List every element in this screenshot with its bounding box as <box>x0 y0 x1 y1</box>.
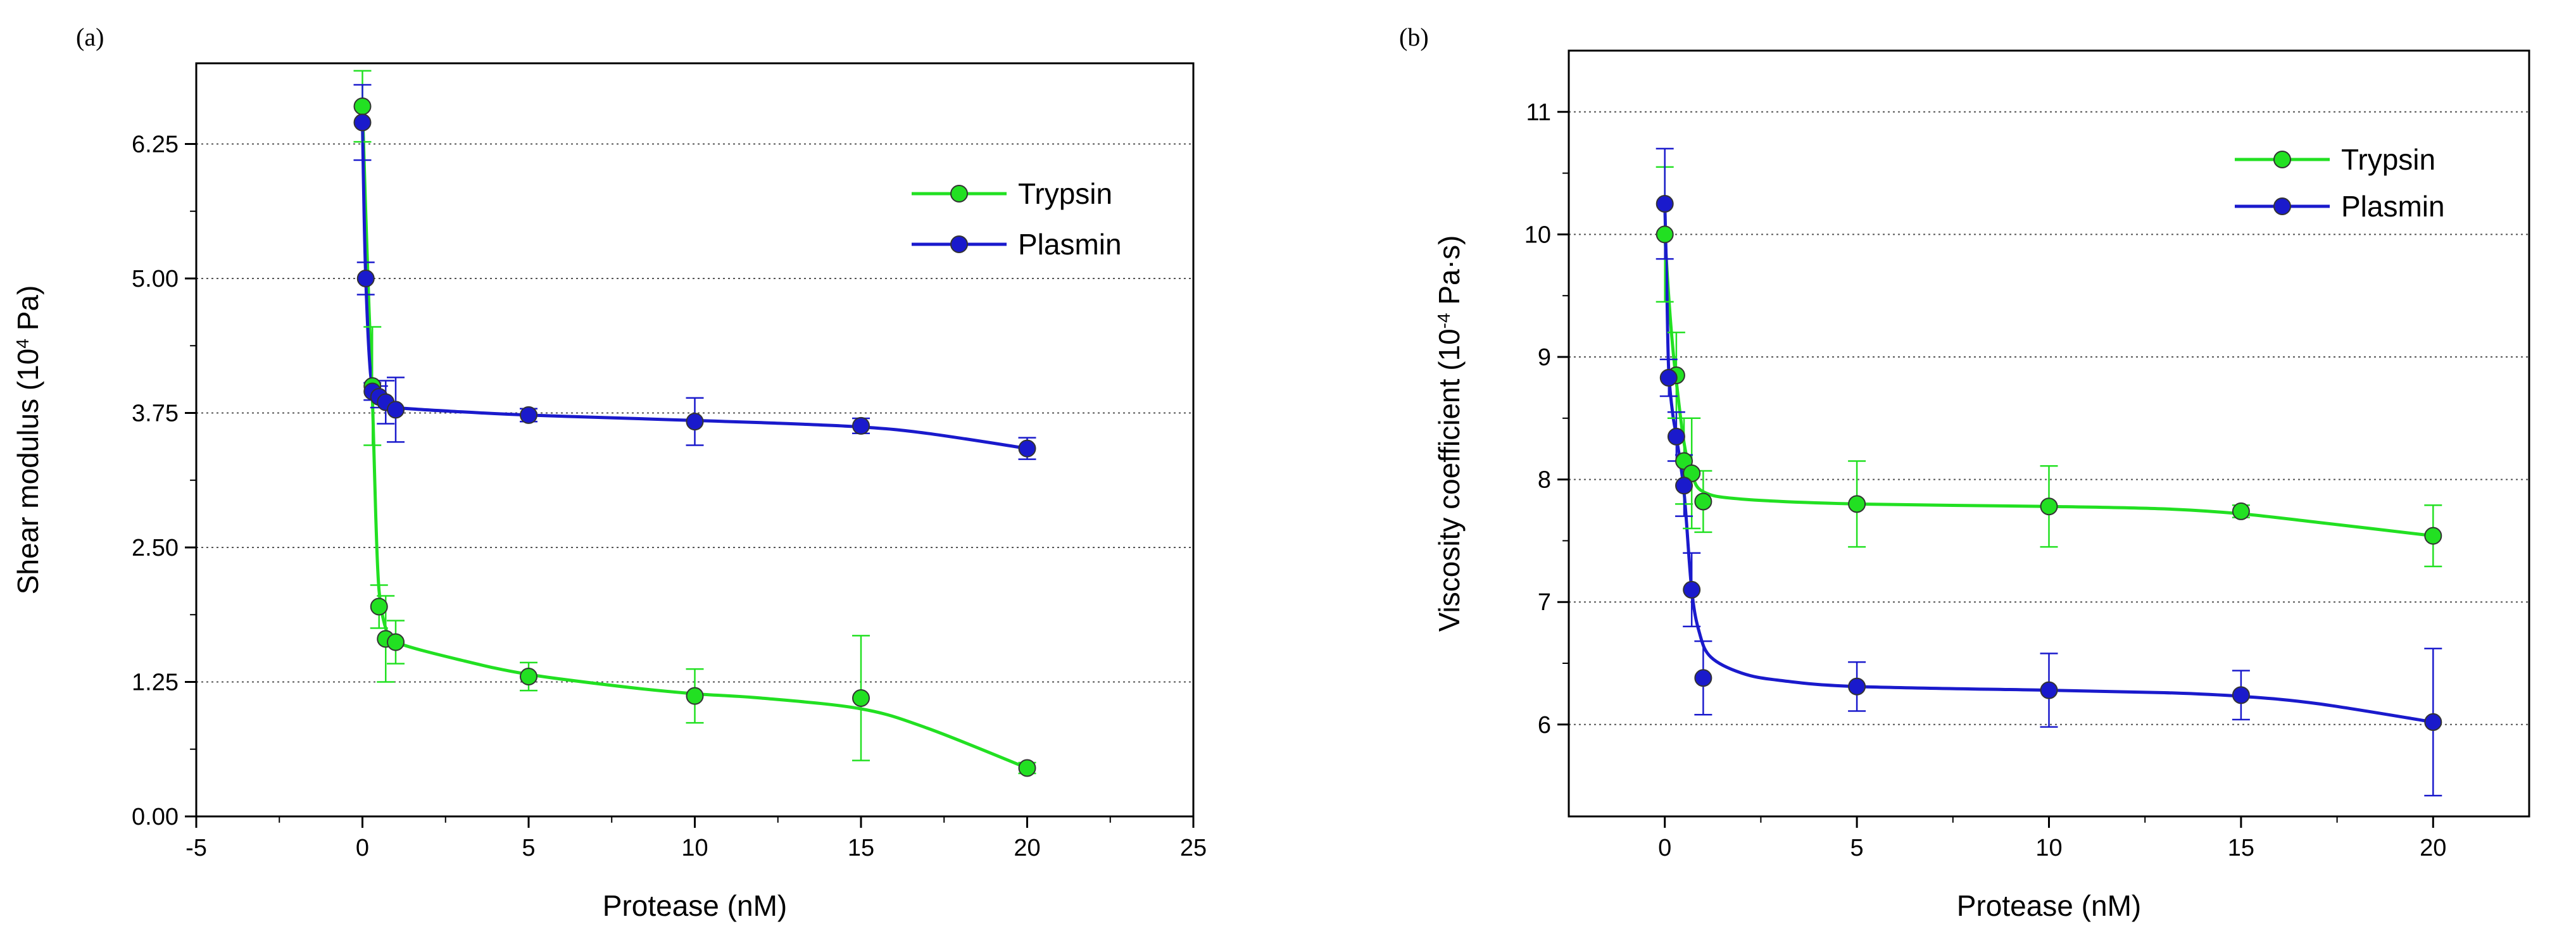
plasmin-data-point <box>2424 713 2442 731</box>
y-tick-label: 8 <box>1538 467 1551 494</box>
trypsin-data-point <box>1656 225 1674 244</box>
panel-a-gridlines <box>196 143 1193 683</box>
plasmin-data-point <box>686 413 704 431</box>
x-tick-label: 25 <box>1180 835 1207 861</box>
trypsin-data-point <box>1848 495 1866 513</box>
plasmin-data-point <box>387 401 405 419</box>
x-tick-label: 5 <box>1850 835 1864 861</box>
plasmin-data-point <box>1018 439 1036 458</box>
x-tick-label: 20 <box>2420 835 2446 861</box>
panel-a-y-axis-label: Shear modulus (104 Pa) <box>11 285 44 595</box>
x-tick-label: 20 <box>1014 835 1040 861</box>
panel-b-y-axis-label: Viscosity coefficient (10-4 Pa·s) <box>1433 235 1466 632</box>
plasmin-data-point <box>356 270 375 287</box>
y-tick-label: 0.00 <box>132 804 179 830</box>
legend-trypsin-marker <box>950 185 968 203</box>
panel-a: (a) -5 0 5 10 15 20 25 0.00 1.25 2.50 3.75 5.00 6.2… <box>11 23 1207 922</box>
plasmin-data-point <box>520 406 537 424</box>
panel-b-data-points <box>1656 195 2442 731</box>
panel-b-label: (b) <box>1399 23 1429 51</box>
panel-b-x-axis-label: Protease (nM) <box>1957 889 2141 922</box>
x-tick-label: 10 <box>681 835 708 861</box>
panel-a-y-ticks: 0.00 1.25 2.50 3.75 5.00 6.25 <box>132 132 196 830</box>
plasmin-data-point <box>1656 195 1674 213</box>
trypsin-data-point <box>370 597 388 616</box>
plasmin-data-point <box>1683 580 1701 599</box>
legend-plasmin-marker <box>950 235 968 253</box>
plasmin-data-point <box>1694 669 1712 687</box>
x-tick-label: 15 <box>2228 835 2254 861</box>
plasmin-data-point <box>1848 677 1866 696</box>
plasmin-fit-curve <box>361 122 1027 451</box>
y-tick-label: 1.25 <box>132 670 179 696</box>
panel-b-gridlines <box>1569 111 2529 725</box>
trypsin-data-point <box>1694 492 1712 511</box>
trypsin-data-point <box>852 689 870 707</box>
y-tick-label: 6 <box>1538 712 1551 739</box>
panel-a-x-axis-label: Protease (nM) <box>603 889 787 922</box>
panel-a-legend: Trypsin Plasmin <box>912 177 1122 261</box>
x-tick-label: 0 <box>1658 835 1671 861</box>
legend-plasmin-label: Plasmin <box>2341 190 2445 223</box>
plasmin-data-point <box>852 416 870 435</box>
panel-b-x-ticks: 0 5 10 15 20 <box>1658 816 2446 861</box>
x-tick-label: 5 <box>522 835 535 861</box>
y-tick-label: 10 <box>1524 222 1551 248</box>
y-tick-label: 11 <box>1526 99 1551 126</box>
x-tick-label: 10 <box>2035 835 2062 861</box>
trypsin-data-point <box>387 633 405 651</box>
panel-a-data-points <box>353 97 1036 777</box>
plasmin-data-point <box>1675 477 1693 495</box>
legend-plasmin-label: Plasmin <box>1018 228 1122 261</box>
x-tick-label: 0 <box>356 835 369 861</box>
y-tick-label: 3.75 <box>132 401 179 427</box>
x-tick-label: -5 <box>185 835 207 861</box>
panel-b: (b) 0 5 10 15 20 6 7 8 9 10 11 Trypsin Plasmin Pro… <box>1399 23 2530 922</box>
trypsin-data-point <box>520 668 537 685</box>
y-tick-label: 6.25 <box>132 132 179 158</box>
y-tick-label: 2.50 <box>132 535 179 561</box>
x-tick-label: 15 <box>848 835 874 861</box>
panel-b-legend: Trypsin Plasmin <box>2235 143 2445 223</box>
plasmin-fit-curve <box>1663 203 2434 724</box>
plasmin-data-point <box>1659 368 1678 387</box>
y-tick-label: 9 <box>1538 344 1551 371</box>
trypsin-data-point <box>686 687 704 705</box>
plasmin-data-point <box>353 113 372 132</box>
plasmin-data-point <box>2040 681 2058 699</box>
trypsin-data-point <box>2424 527 2442 545</box>
trypsin-data-point <box>2232 502 2250 520</box>
panel-a-x-ticks: -5 0 5 10 15 20 25 <box>185 816 1207 861</box>
y-tick-label: 7 <box>1538 589 1551 616</box>
trypsin-data-point <box>353 97 372 115</box>
plasmin-data-point <box>1667 427 1685 446</box>
trypsin-data-point <box>1018 759 1036 777</box>
legend-trypsin-label: Trypsin <box>2341 143 2435 176</box>
panel-a-label: (a) <box>76 23 104 51</box>
legend-trypsin-marker <box>2273 151 2291 168</box>
panel-b-fit-curves <box>1663 203 2434 724</box>
legend-plasmin-marker <box>2273 197 2291 215</box>
legend-trypsin-label: Trypsin <box>1018 177 1112 210</box>
y-tick-label: 5.00 <box>132 266 179 292</box>
panel-b-y-ticks: 6 7 8 9 10 11 <box>1524 99 1569 739</box>
trypsin-data-point <box>2040 497 2058 516</box>
plasmin-data-point <box>2232 686 2250 704</box>
